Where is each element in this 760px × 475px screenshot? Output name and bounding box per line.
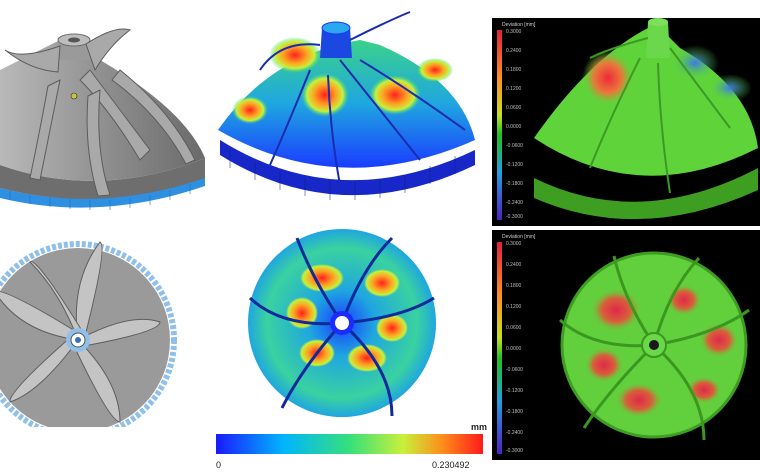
legend-tick: 0.1800 xyxy=(506,67,522,73)
legend-title-top: Deviation [mm] xyxy=(502,22,536,28)
legend-tick: -0.3000 xyxy=(506,448,523,454)
legend-tick: 0.2400 xyxy=(506,262,522,268)
legend-tick: -0.1200 xyxy=(506,388,523,394)
legend-tick: 0.0000 xyxy=(506,124,522,130)
legend-tick: -0.1800 xyxy=(506,409,523,415)
legend-tick: -0.1200 xyxy=(506,162,523,168)
legend-tick: 0.0600 xyxy=(506,105,522,111)
legend-tick: -0.2400 xyxy=(506,430,523,436)
legend-tick: -0.0600 xyxy=(506,367,523,373)
colorbar-max-label: 0.230492 xyxy=(432,460,470,470)
scan-impeller-top xyxy=(559,251,750,441)
legend-tick: 0.3000 xyxy=(506,29,522,35)
colorbar-unit: mm xyxy=(471,422,488,432)
cad-impeller-side-view xyxy=(0,0,210,215)
legend-tick: -0.1800 xyxy=(506,181,523,187)
colorbar-min-label: 0 xyxy=(216,460,222,470)
legend-tick: -0.2400 xyxy=(506,200,523,206)
legend-tick: 0.0000 xyxy=(506,346,522,352)
colorbar-scale xyxy=(216,434,483,454)
legend-title-bottom: Deviation [mm] xyxy=(502,234,536,240)
scan-impeller-side xyxy=(534,18,758,220)
deviation-heatmap-side-view xyxy=(210,0,485,215)
deviation-heatmap-top-view xyxy=(242,228,437,423)
legend-scale-top xyxy=(497,30,502,220)
legend-tick: 0.3000 xyxy=(506,241,522,247)
legend-tick: -0.3000 xyxy=(506,214,523,220)
legend-tick: -0.0600 xyxy=(506,143,523,149)
scan-deviation-bottom-panel: Deviation [mm] 0.3000 0.2400 0.1800 0.12… xyxy=(492,230,760,460)
scan-deviation-top-panel: Deviation [mm] 0.3000 0.2400 0.1800 0.12… xyxy=(492,18,760,226)
legend-tick: 0.1200 xyxy=(506,304,522,310)
legend-tick: 0.0600 xyxy=(506,325,522,331)
legend-tick: 0.2400 xyxy=(506,48,522,54)
legend-scale-bottom xyxy=(497,242,502,454)
legend-tick: 0.1800 xyxy=(506,283,522,289)
cad-impeller-top-view xyxy=(0,222,205,427)
legend-tick: 0.1200 xyxy=(506,86,522,92)
